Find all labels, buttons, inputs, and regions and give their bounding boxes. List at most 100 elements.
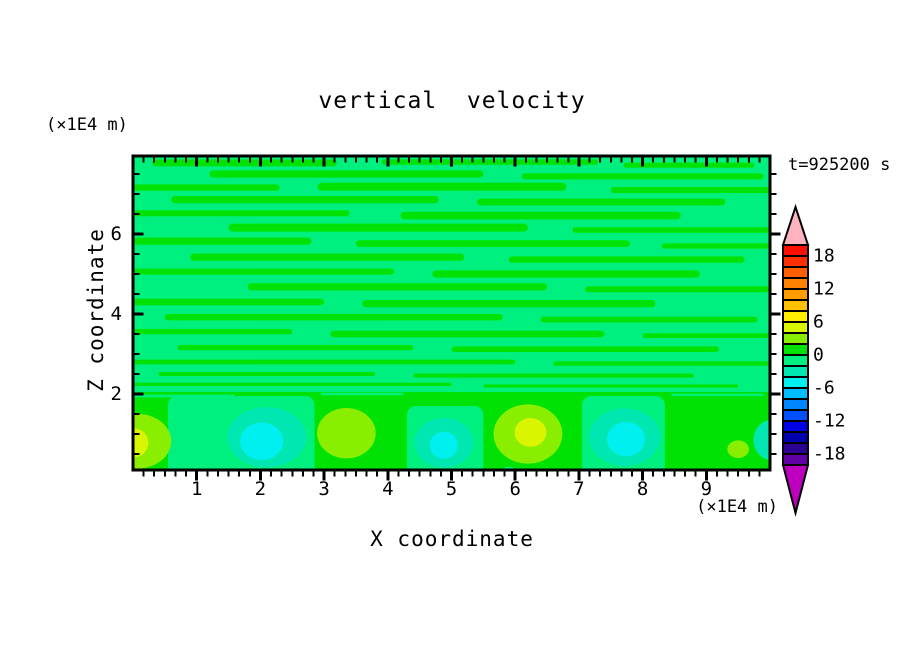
z-axis-title: Z coordinate	[84, 228, 108, 392]
colorbar-tick-label: 0	[813, 344, 824, 366]
green-streak	[171, 196, 439, 204]
x-tick-label: 8	[636, 478, 649, 500]
colorbar-tick-label: 12	[813, 278, 835, 300]
colorbar	[781, 203, 810, 517]
green-streak	[572, 227, 770, 233]
green-streak	[133, 237, 312, 245]
colorbar-tick-label: 18	[813, 245, 835, 267]
colorbar-segment	[782, 332, 809, 345]
green-streak	[540, 316, 758, 323]
green-streak	[330, 330, 605, 338]
green-streak	[585, 286, 770, 293]
green-streak	[661, 243, 770, 249]
contour-blob	[606, 422, 646, 457]
contour-blob	[514, 418, 547, 447]
green-streak	[362, 300, 656, 308]
green-streak	[164, 314, 503, 321]
green-streak	[483, 384, 739, 388]
colorbar-segment	[782, 409, 809, 422]
colorbar-over-arrow	[781, 203, 810, 246]
green-streak	[133, 184, 280, 191]
x-axis-units: (×1E4 m)	[696, 497, 778, 517]
green-streak	[317, 182, 567, 191]
green-streak	[133, 210, 350, 217]
green-streak	[642, 333, 770, 338]
x-axis-title: X coordinate	[370, 527, 534, 551]
contour-blob	[133, 414, 172, 469]
x-tick-label: 4	[382, 478, 394, 500]
green-streak	[158, 372, 376, 376]
colorbar-segment	[782, 244, 809, 257]
colorbar-segment	[782, 299, 809, 312]
green-streak	[432, 270, 700, 278]
x-tick-label: 3	[318, 478, 330, 500]
green-streak	[381, 159, 599, 165]
colorbar-segment	[782, 343, 809, 356]
green-streak	[476, 198, 726, 206]
contour-blob	[753, 420, 770, 460]
green-streak	[451, 346, 720, 352]
spring-streak	[320, 392, 404, 396]
plot-title: vertical velocity	[318, 88, 586, 114]
green-streak	[521, 173, 764, 180]
z-axis-units: (×1E4 m)	[46, 115, 128, 135]
contour-blob	[240, 422, 284, 461]
green-streak	[413, 373, 694, 378]
colorbar-segment	[782, 277, 809, 290]
colorbar-tick-label: -12	[813, 410, 846, 432]
colorbar-segment	[782, 354, 809, 367]
x-tick-label: 1	[190, 478, 203, 500]
colorbar-segment	[782, 255, 809, 268]
green-streak	[152, 159, 337, 167]
colorbar-segment	[782, 321, 809, 334]
colorbar-under-arrow	[781, 464, 810, 517]
green-streak	[133, 382, 452, 386]
contour-field	[133, 156, 770, 470]
colorbar-segment	[782, 310, 809, 323]
green-streak	[209, 170, 484, 178]
time-annotation: t=925200 s	[788, 155, 891, 175]
colorbar-segment	[782, 420, 809, 433]
x-tick-label: 7	[573, 478, 585, 500]
colorbar-segment	[782, 376, 809, 389]
spring-streak	[133, 394, 235, 398]
green-streak	[623, 162, 755, 168]
contour-blob	[727, 440, 749, 459]
colorbar-segment	[782, 442, 809, 455]
x-tick-label: 2	[254, 478, 267, 500]
x-tick-label: 5	[445, 478, 458, 500]
green-streak	[133, 329, 293, 335]
contour-blob	[133, 428, 149, 458]
colorbar-tick-label: -6	[813, 377, 835, 399]
green-streak	[400, 211, 681, 220]
green-streak	[355, 240, 630, 247]
green-streak	[228, 223, 528, 232]
colorbar-segment	[782, 398, 809, 411]
contour-blob	[429, 431, 458, 459]
green-streak	[177, 345, 414, 351]
green-streak	[247, 283, 548, 291]
x-tick-label: 6	[509, 478, 521, 500]
colorbar-segment	[782, 453, 809, 466]
colorbar-tick-label: 6	[813, 311, 824, 333]
green-streak	[553, 361, 770, 366]
colorbar-tick-label: -18	[813, 443, 846, 465]
contour-blob	[317, 408, 376, 459]
green-streak	[190, 253, 465, 261]
axis-ticks	[134, 157, 781, 481]
green-streak	[610, 187, 770, 193]
colorbar-segment	[782, 288, 809, 301]
green-streak	[133, 359, 516, 365]
colorbar-segment	[782, 387, 809, 400]
green-streak	[133, 268, 395, 275]
z-tick-label: 4	[110, 303, 122, 325]
spring-streak	[671, 393, 764, 396]
green-streak	[133, 298, 325, 306]
colorbar-segment	[782, 365, 809, 378]
colorbar-segment	[782, 266, 809, 279]
colorbar-segment	[782, 431, 809, 444]
plot-border	[131, 154, 772, 472]
z-tick-label: 6	[110, 223, 122, 245]
